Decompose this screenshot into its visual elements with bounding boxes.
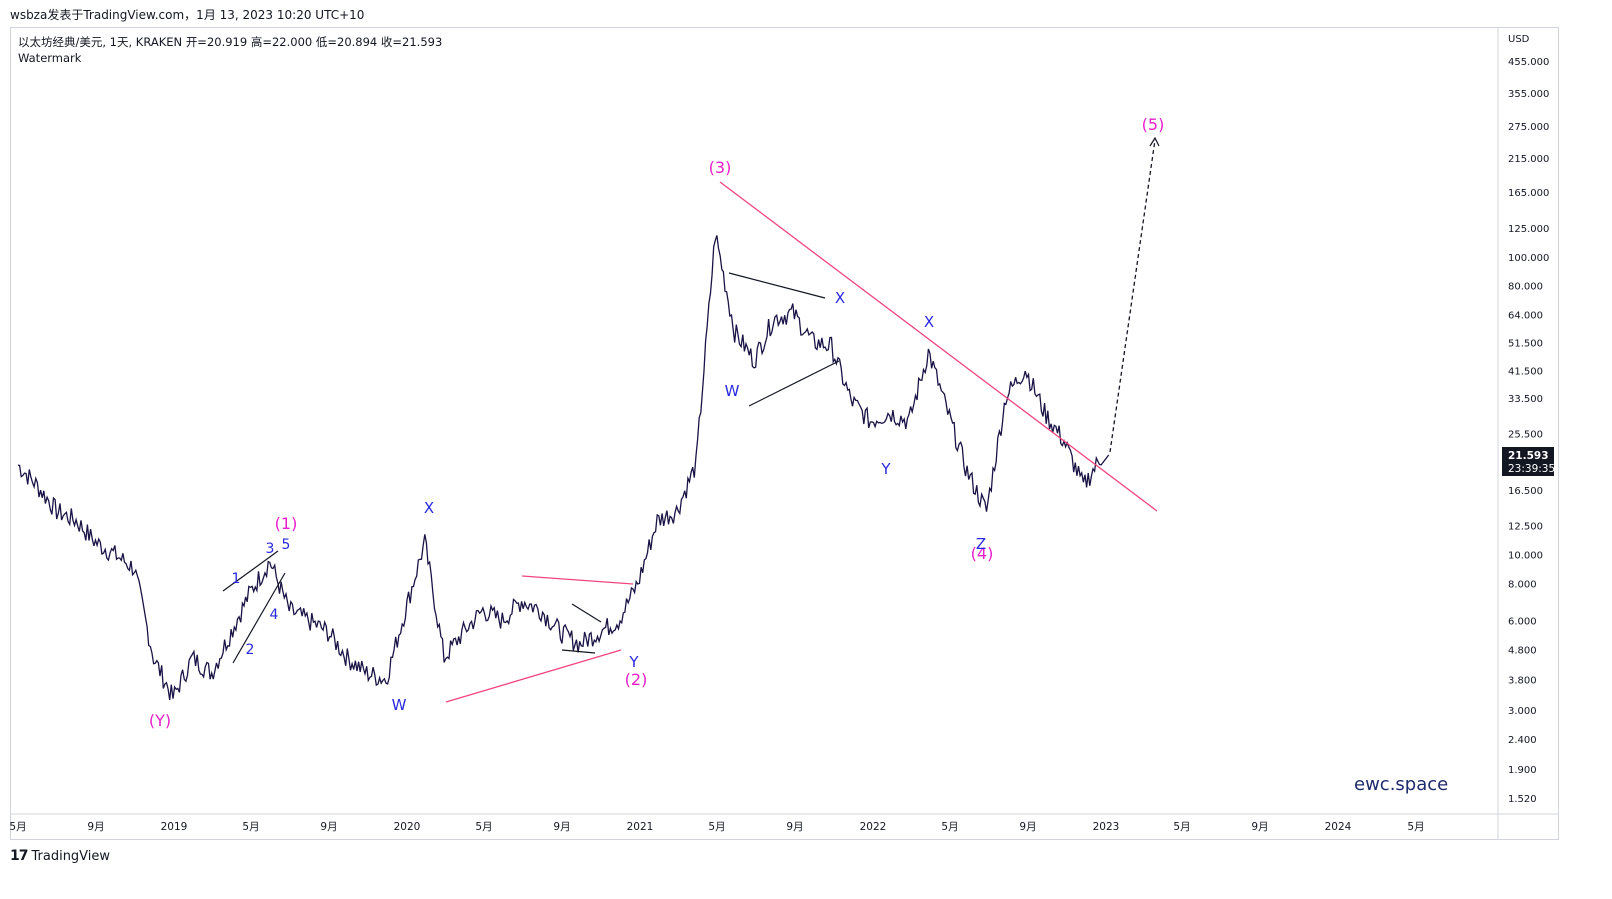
symbol-legend[interactable]: 以太坊经典/美元, 1天, KRAKEN 开=20.919 高=22.000 低… — [18, 34, 442, 50]
footer-brand-text: TradingView — [31, 848, 111, 864]
publisher-line: wsbza发表于TradingView.com，1月 13, 2023 10:2… — [10, 8, 365, 22]
open-value: 开=20.919 — [185, 35, 248, 49]
close-value: 收=21.593 — [380, 35, 443, 49]
tradingview-logo-icon: 17 — [10, 848, 29, 864]
high-value: 高=22.000 — [250, 35, 313, 49]
chart-frame[interactable] — [10, 27, 1559, 840]
low-value: 低=20.894 — [315, 35, 378, 49]
footer-brand[interactable]: 17 TradingView — [10, 848, 110, 864]
symbol-name[interactable]: 以太坊经典/美元, 1天, KRAKEN — [18, 35, 183, 49]
watermark-indicator[interactable]: Watermark — [18, 51, 82, 65]
